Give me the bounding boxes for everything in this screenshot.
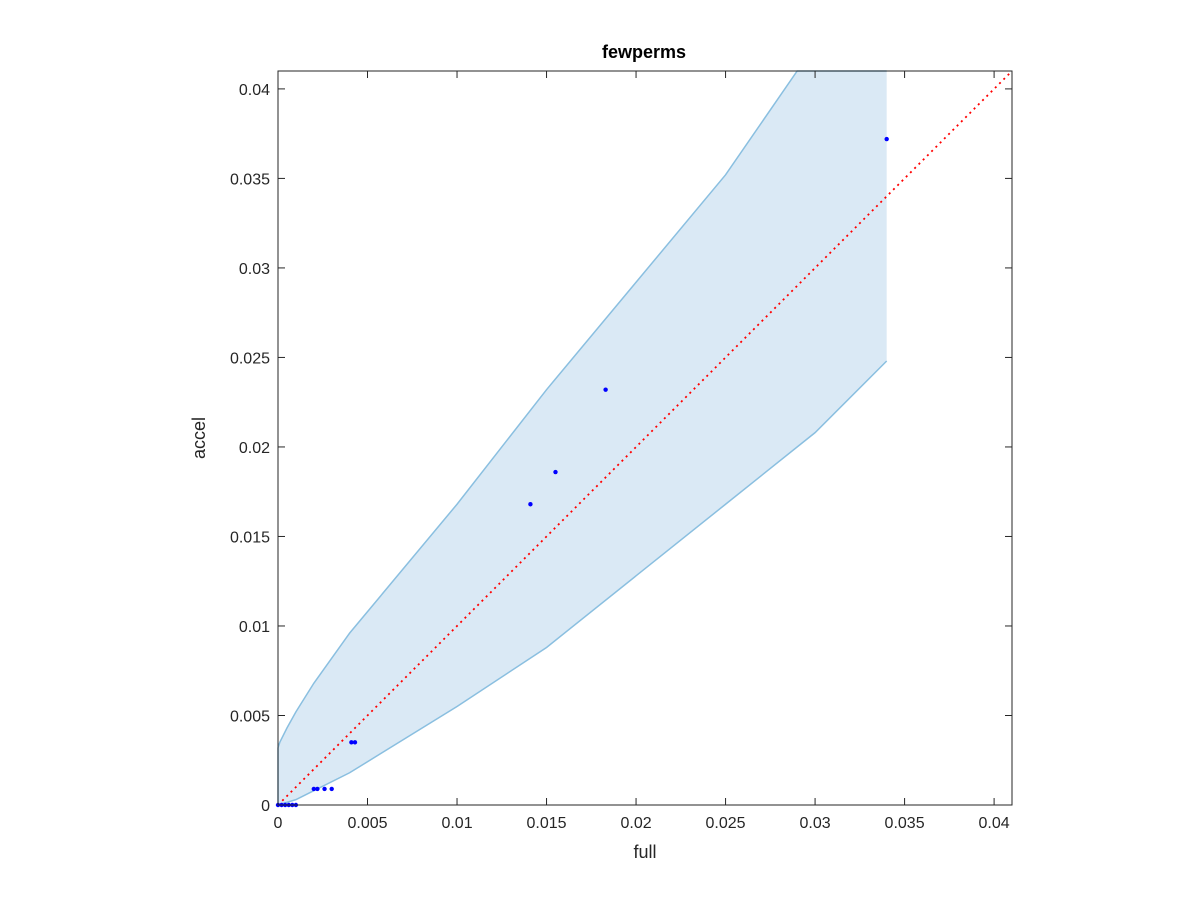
data-point — [315, 786, 320, 792]
y-tick-label: 0.02 — [239, 440, 270, 457]
data-point — [322, 786, 327, 792]
y-tick-label: 0.025 — [230, 350, 270, 367]
band-upper-edge — [277, 70, 887, 748]
x-axis: 0 0.005 0.01 0.015 0.02 0.025 0.03 0.035 0.04 — [274, 71, 1010, 832]
axes-box — [277, 70, 1013, 806]
band-lower-edge — [277, 360, 888, 806]
y-tick-label: 0.04 — [239, 82, 270, 99]
y-tick-label: 0.035 — [230, 171, 270, 188]
data-point — [528, 502, 533, 507]
y-tick-label: 0.01 — [239, 619, 270, 636]
x-tick-label: 0.02 — [620, 815, 651, 832]
x-tick-label: 0.035 — [885, 815, 925, 832]
y-axis: 0 0.005 0.01 0.015 0.02 0.025 0.03 0.035 0.04 — [230, 82, 1012, 815]
x-tick-label: 0.03 — [800, 815, 831, 832]
data-point — [311, 786, 317, 792]
reference-line — [277, 70, 1013, 806]
data-point — [349, 740, 354, 745]
chart-title: fewperms — [602, 42, 686, 62]
data-point — [352, 740, 358, 745]
x-tick-label: 0.005 — [347, 815, 387, 832]
y-tick-label: 0.005 — [230, 708, 270, 725]
x-tick-label: 0.015 — [527, 815, 567, 832]
x-tick-label: 0.025 — [706, 815, 746, 832]
data-point — [329, 786, 334, 792]
x-tick-label: 0.04 — [979, 815, 1010, 832]
data-point — [553, 469, 558, 475]
y-tick-label: 0.03 — [239, 261, 270, 278]
data-point — [884, 136, 889, 142]
x-tick-label: 0 — [274, 815, 283, 832]
x-tick-label: 0.01 — [441, 815, 472, 832]
y-tick-label: 0 — [261, 798, 270, 815]
x-axis-label: full — [633, 842, 656, 862]
y-axis-label: accel — [189, 417, 209, 459]
band-fill — [278, 71, 887, 805]
plot-content — [275, 70, 1013, 808]
y-tick-label: 0.015 — [230, 529, 270, 546]
data-point — [603, 387, 608, 392]
